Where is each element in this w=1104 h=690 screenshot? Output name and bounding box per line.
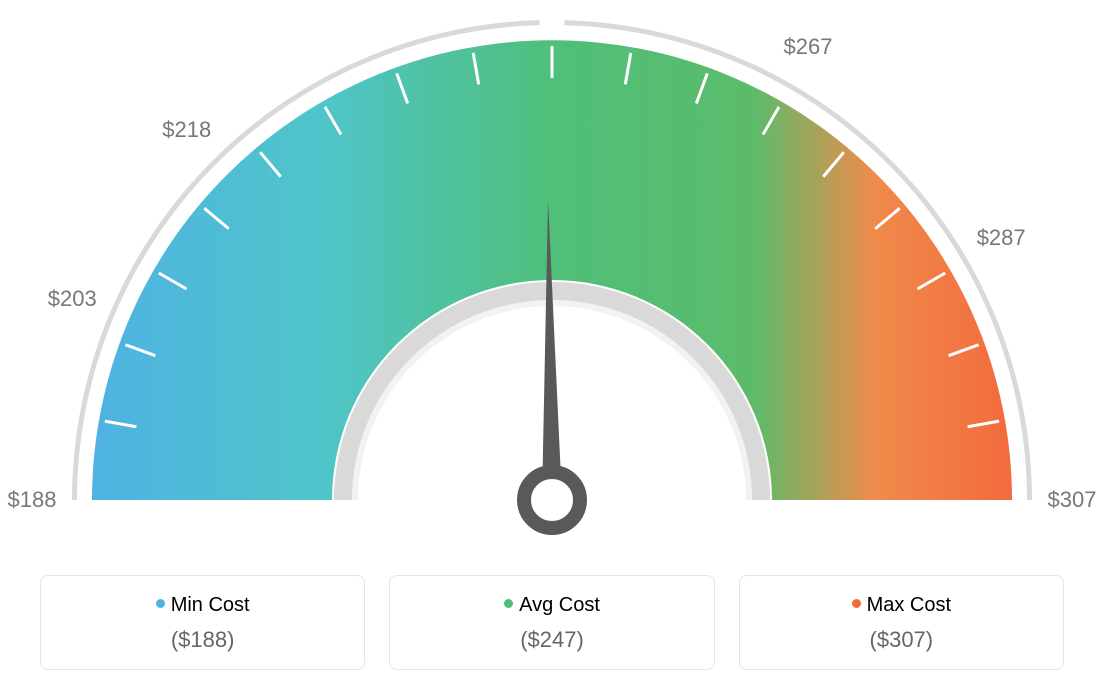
gauge-svg — [0, 0, 1104, 560]
legend-min-dot — [156, 599, 165, 608]
legend-max-title: Max Cost — [750, 594, 1053, 617]
legend-max-value: ($307) — [750, 627, 1053, 653]
legend-card-min: Min Cost ($188) — [40, 575, 365, 670]
legend-max-dot — [852, 599, 861, 608]
legend-avg-label: Avg Cost — [519, 594, 600, 616]
gauge-tick-label: $188 — [8, 487, 57, 513]
legend-card-avg: Avg Cost ($247) — [389, 575, 714, 670]
gauge-tick-label: $218 — [162, 117, 211, 143]
gauge-tick-label: $307 — [1048, 487, 1097, 513]
legend-row: Min Cost ($188) Avg Cost ($247) Max Cost… — [40, 575, 1064, 670]
legend-avg-dot — [504, 599, 513, 608]
legend-avg-title: Avg Cost — [400, 594, 703, 617]
gauge-chart: $188$203$218$247$267$287$307 — [0, 0, 1104, 560]
legend-max-label: Max Cost — [867, 594, 951, 616]
gauge-tick-label: $287 — [977, 225, 1026, 251]
legend-min-value: ($188) — [51, 627, 354, 653]
gauge-tick-label: $203 — [48, 286, 97, 312]
legend-card-max: Max Cost ($307) — [739, 575, 1064, 670]
gauge-tick-label: $267 — [784, 34, 833, 60]
legend-min-title: Min Cost — [51, 594, 354, 617]
legend-min-label: Min Cost — [171, 594, 250, 616]
legend-avg-value: ($247) — [400, 627, 703, 653]
